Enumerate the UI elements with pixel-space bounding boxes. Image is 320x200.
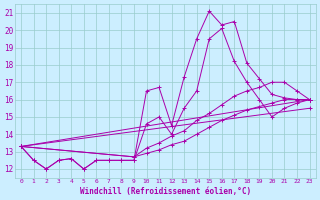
X-axis label: Windchill (Refroidissement éolien,°C): Windchill (Refroidissement éolien,°C) (80, 187, 251, 196)
